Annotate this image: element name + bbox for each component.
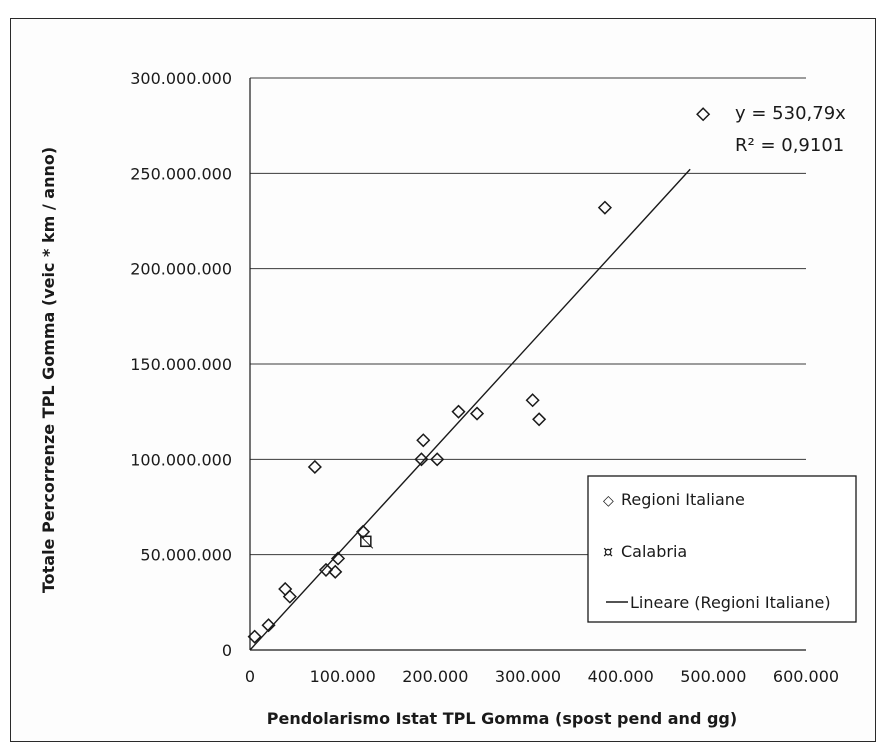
trendline-r-squared: R² = 0,9101 — [735, 135, 844, 156]
y-tick-label: 300.000.000 — [130, 69, 232, 88]
x-tick-label: 300.000 — [495, 667, 561, 686]
y-tick-label: 100.000.000 — [130, 450, 232, 469]
data-point-calabria-mark — [358, 533, 374, 549]
data-point-regioni — [318, 562, 334, 577]
data-point-regioni — [532, 412, 547, 427]
y-tick-labels: 0 50.000.000 100.000.000 150.000.000 200.000… — [130, 69, 232, 660]
y-tick-label: 250.000.000 — [130, 164, 232, 183]
data-points — [247, 107, 711, 644]
y-tick-label: 0 — [222, 641, 232, 660]
data-point-regioni — [414, 452, 429, 467]
legend-marker-regioni: ◇ — [603, 493, 614, 509]
trendline-equation: y = 530,79x — [735, 103, 846, 124]
data-point-regioni — [469, 406, 485, 421]
x-tick-label: 500.000 — [680, 667, 746, 686]
data-point-regioni — [328, 564, 343, 579]
legend-box — [587, 475, 857, 623]
data-point-regioni — [261, 618, 276, 633]
data-point-regioni — [597, 200, 612, 215]
data-point-regioni — [525, 393, 540, 408]
data-point-regioni — [247, 629, 262, 644]
x-tick-label: 400.000 — [588, 667, 654, 686]
y-tick-label: 50.000.000 — [140, 546, 232, 565]
data-point-regioni — [416, 433, 431, 448]
data-point-calabria — [360, 535, 372, 548]
y-axis-title: Totale Percorrenze TPL Gomma (veic * km … — [39, 147, 58, 593]
x-tick-labels: 0 100.000 200.000 300.000 400.000 500.000 600.… — [245, 667, 839, 686]
x-tick-label: 600.000 — [773, 667, 839, 686]
trendline — [249, 168, 691, 651]
x-tick-label: 0 — [245, 667, 255, 686]
data-point-regioni — [430, 452, 445, 467]
data-point-regioni — [330, 551, 346, 566]
data-point-regioni — [696, 107, 711, 122]
legend-marker-calabria: ¤ — [603, 542, 613, 561]
data-point-regioni — [307, 459, 322, 475]
data-point-regioni — [355, 524, 371, 539]
x-tick-label: 200.000 — [402, 667, 468, 686]
x-axis-title: Pendolarismo Istat TPL Gomma (spost pend… — [267, 709, 737, 728]
legend-label-trendline: Lineare (Regioni Italiane) — [630, 593, 831, 612]
legend-label-calabria: Calabria — [621, 542, 687, 561]
data-point-regioni — [278, 581, 293, 597]
y-tick-label: 150.000.000 — [130, 355, 232, 374]
legend-label-regioni: Regioni Italiane — [621, 490, 745, 509]
legend: ◇ Regioni Italiane ¤ Calabria Lineare (R… — [587, 475, 857, 623]
data-point-regioni — [451, 404, 466, 419]
x-tick-label: 100.000 — [310, 667, 376, 686]
data-point-regioni — [282, 589, 297, 604]
y-tick-label: 200.000.000 — [130, 260, 232, 279]
